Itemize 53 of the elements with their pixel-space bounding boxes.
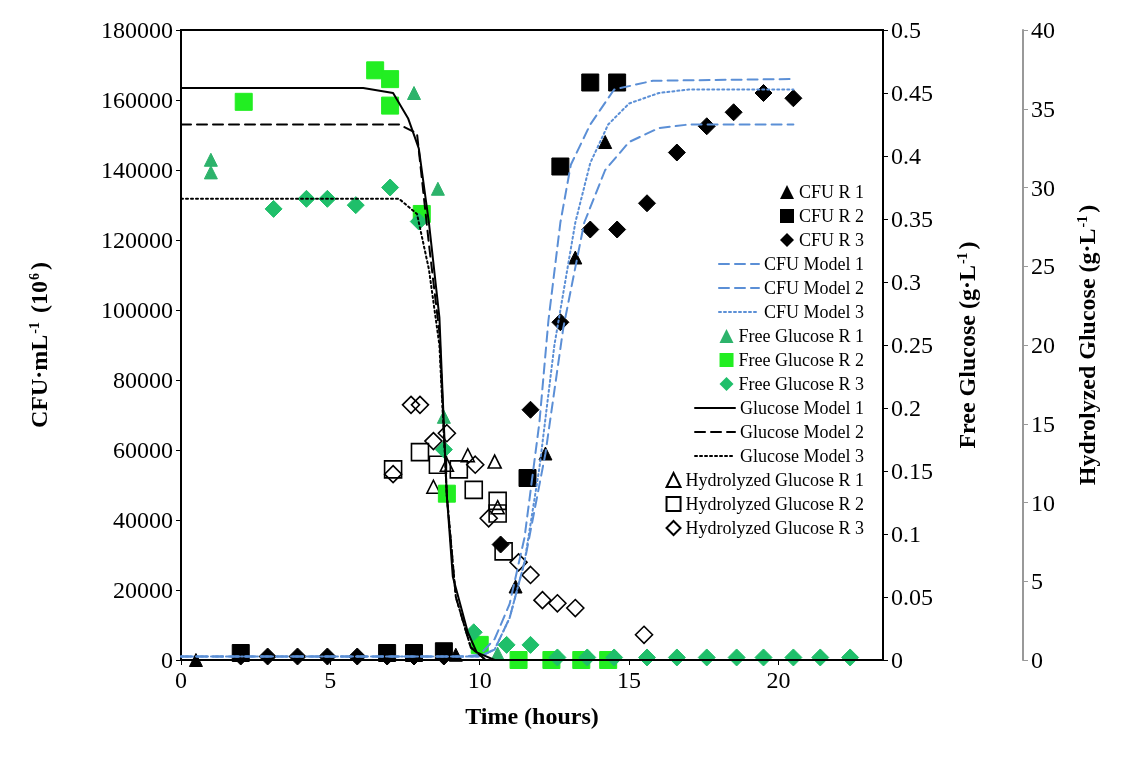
y2-tick-label: 0.5 <box>891 17 921 43</box>
y2-tick-label: 0 <box>891 647 903 673</box>
y2-tick-label: 0.3 <box>891 269 921 295</box>
y3-tick-label: 40 <box>1031 17 1055 43</box>
y3-tick-label: 15 <box>1031 410 1055 437</box>
y3-tick-label: 25 <box>1031 253 1055 280</box>
legend-label: CFU Model 2 <box>763 278 864 298</box>
legend-label: Hydrolyzed Glucose R 3 <box>685 518 865 538</box>
x-tick-label: 5 <box>324 667 337 693</box>
legend-label: CFU R 3 <box>798 230 865 250</box>
y3-tick-label: 10 <box>1031 489 1055 516</box>
y-tick-label: 100000 <box>101 297 173 323</box>
y-tick-label: 120000 <box>101 227 173 253</box>
legend-label: Glucose Model 1 <box>740 398 865 418</box>
legend-label: Hydrolyzed Glucose R 1 <box>685 470 865 490</box>
y-tick-label: 0 <box>161 647 173 673</box>
y3-tick-label: 35 <box>1031 95 1055 122</box>
legend-label: CFU Model 1 <box>763 254 864 274</box>
y2-tick-label: 0.15 <box>891 458 933 484</box>
y-tick-label: 180000 <box>101 17 173 43</box>
x-tick-label: 10 <box>467 667 492 693</box>
y3-tick-label: 5 <box>1031 568 1043 595</box>
y-axis-title: CFU·mL-1 (106) <box>26 262 52 428</box>
y3-tick-label: 0 <box>1031 647 1043 673</box>
y-tick-label: 60000 <box>113 437 173 463</box>
y-tick-label: 40000 <box>113 507 173 533</box>
y2-tick-label: 0.05 <box>891 584 933 610</box>
y2-tick-label: 0.35 <box>891 206 933 232</box>
y2-tick-label: 0.1 <box>891 521 921 547</box>
y2-tick-label: 0.25 <box>891 332 933 358</box>
y3-tick-label: 30 <box>1031 174 1055 201</box>
legend-label: Free Glucose R 3 <box>738 374 865 394</box>
y2-axis-title: Free Glucose (g·L-1) <box>954 241 980 449</box>
y3-axis-title: Hydrolyzed Glucose (g·L-1) <box>1074 204 1100 486</box>
legend-label: CFU Model 3 <box>763 302 864 322</box>
legend-label: Free Glucose R 2 <box>738 350 865 370</box>
y-tick-label: 80000 <box>113 367 173 393</box>
x-axis-title: Time (hours) <box>465 703 599 729</box>
y-tick-label: 140000 <box>101 157 173 183</box>
x-tick-label: 15 <box>617 667 642 693</box>
legend-label: Glucose Model 2 <box>740 422 865 442</box>
legend-label: CFU R 2 <box>798 206 865 226</box>
y2-tick-label: 0.2 <box>891 395 921 421</box>
y3-tick-label: 20 <box>1031 332 1055 358</box>
y-tick-label: 20000 <box>113 577 173 603</box>
y-tick-label: 160000 <box>101 87 173 113</box>
y2-tick-label: 0.45 <box>891 80 933 106</box>
legend-label: CFU R 1 <box>798 182 865 202</box>
x-tick-label: 20 <box>766 667 791 693</box>
y2-tick-label: 0.4 <box>891 143 921 169</box>
legend-label: Hydrolyzed Glucose R 2 <box>685 494 865 514</box>
legend-label: Free Glucose R 1 <box>738 326 865 346</box>
legend-label: Glucose Model 3 <box>740 446 865 466</box>
